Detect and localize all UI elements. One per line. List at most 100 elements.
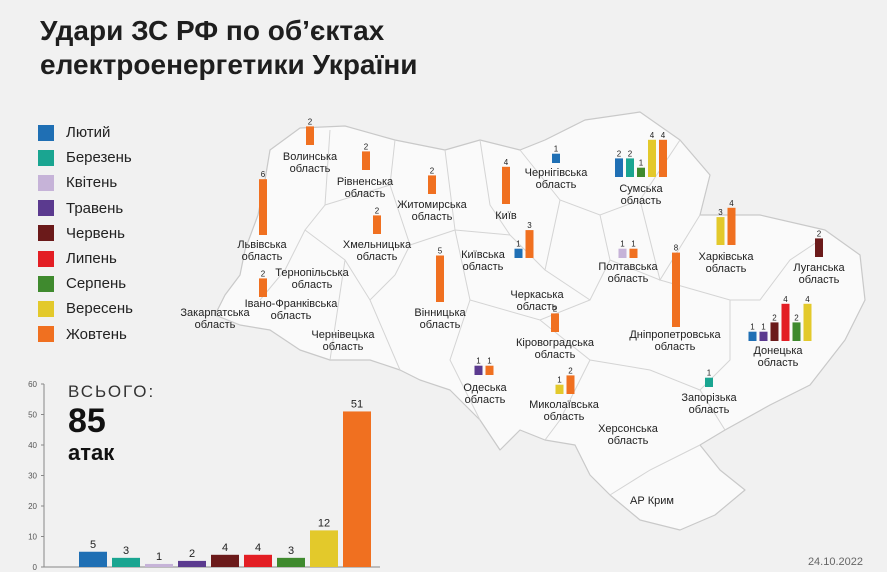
region-bar-value: 4 (783, 295, 788, 304)
legend-swatch (38, 200, 54, 217)
legend-label: Червень (66, 224, 125, 242)
region-label: Чернігівська область (525, 167, 589, 191)
title-line-2: електроенергетики України (40, 49, 418, 80)
legend-swatch (38, 225, 54, 242)
summary-bar (112, 557, 140, 567)
title-line-1: Удари ЗС РФ по об’єктах (40, 15, 385, 46)
region-group: 2 Житомирська область (397, 166, 467, 223)
region-group: 4 Київ (495, 158, 517, 222)
region-bar (770, 322, 779, 341)
region-group: Закарпатська область (180, 307, 250, 331)
total-block: ВСЬОГО: 85 атак (68, 382, 155, 466)
region-bar (436, 255, 444, 302)
region-group: 1 Чернігівська область (525, 145, 589, 191)
region-bar (637, 167, 645, 177)
y-tick-label: 30 (28, 472, 37, 481)
legend: Лютий Березень Квітень Травень Червень Л… (38, 120, 133, 347)
region-label: Запорізька область (681, 392, 737, 416)
legend-swatch (38, 275, 54, 292)
region-group: 34 Харківська область (699, 199, 755, 275)
legend-item: Липень (38, 246, 133, 271)
region-bar (748, 331, 757, 341)
region-bar (525, 230, 534, 258)
region-label: Дніпропетровська область (629, 329, 721, 353)
map-borders-east (539, 199, 821, 496)
legend-swatch (38, 174, 54, 191)
region-bar-value: 2 (261, 269, 266, 278)
region-bar (626, 158, 634, 177)
region-label: Полтавська область (598, 261, 658, 285)
legend-label: Травень (66, 199, 124, 217)
region-bar-value: 2 (628, 149, 633, 158)
region-bar (514, 248, 523, 258)
region-bar (555, 384, 564, 394)
region-label: Херсонська область (598, 423, 659, 447)
legend-item: Вересень (38, 296, 133, 321)
region-bar-value: 1 (707, 369, 712, 378)
summary-bar-value: 4 (222, 542, 228, 554)
region-bar-value: 2 (772, 313, 777, 322)
region-bar (705, 377, 713, 387)
legend-item: Березень (38, 145, 133, 170)
y-tick-label: 40 (28, 441, 37, 450)
region-group: 8 Дніпропетровська область (629, 244, 721, 353)
region-bar-value: 2 (430, 166, 435, 175)
region-bar-value: 1 (631, 240, 636, 249)
region-bar-value: 4 (729, 199, 734, 208)
legend-label: Липень (66, 250, 117, 268)
region-bar-value: 3 (718, 208, 723, 217)
legend-label: Лютий (66, 124, 111, 142)
region-bar-value: 3 (527, 221, 532, 230)
summary-bar (145, 563, 173, 567)
summary-bar (211, 554, 239, 567)
region-label: Миколаївська область (529, 399, 600, 423)
region-label: Одеська область (463, 382, 507, 406)
region-group: 2 Луганська область (793, 229, 845, 286)
region-bar (485, 365, 494, 375)
region-label: Тернопільська область (275, 267, 349, 291)
y-tick-label: 20 (28, 502, 37, 511)
legend-swatch (38, 250, 54, 267)
summary-bar-value: 1 (156, 551, 162, 563)
region-bar (259, 179, 267, 235)
region-bar-value: 4 (661, 131, 666, 140)
legend-label: Серпень (66, 275, 127, 293)
region-bar (672, 252, 680, 327)
region-bar (659, 139, 667, 177)
region-bar-value: 6 (261, 170, 266, 179)
legend-label: Квітень (66, 174, 118, 192)
region-group: Чернівецька область (311, 329, 375, 353)
region-bar (474, 365, 483, 375)
region-bar (306, 126, 314, 145)
region-label: Донецька область (753, 345, 803, 369)
region-bar-value: 2 (568, 366, 573, 375)
region-bar (552, 153, 560, 163)
region-bar-value: 1 (750, 323, 755, 332)
region-bar-value: 1 (554, 145, 559, 154)
region-bar-value: 1 (557, 376, 562, 385)
region-bar-value: 2 (364, 142, 369, 151)
region-bar-value: 8 (674, 244, 679, 253)
region-bar-value: 2 (794, 313, 799, 322)
region-label: Черкаська область (510, 289, 564, 313)
region-bar (759, 331, 768, 341)
region-bar-value: 2 (817, 229, 822, 238)
region-bar (551, 313, 559, 332)
region-bar (566, 375, 575, 394)
region-group: 1 Запорізька область (681, 369, 737, 416)
region-bar-value: 2 (553, 304, 558, 313)
region-label: Сумська область (619, 183, 663, 207)
region-bar-value: 1 (476, 357, 481, 366)
region-bar (259, 278, 267, 297)
region-bar-value: 1 (487, 357, 492, 366)
region-label: Київ (495, 210, 517, 222)
total-unit: атак (68, 440, 115, 465)
chart-title: Удари ЗС РФ по об’єктах електроенергетик… (40, 14, 418, 82)
region-group: 2 Кіровоградська область (516, 304, 595, 361)
summary-bar-value: 2 (189, 548, 195, 560)
region-group: АР Крим (630, 495, 674, 507)
region-bar-value: 4 (650, 131, 655, 140)
legend-item: Серпень (38, 271, 133, 296)
summary-bar (310, 530, 338, 567)
